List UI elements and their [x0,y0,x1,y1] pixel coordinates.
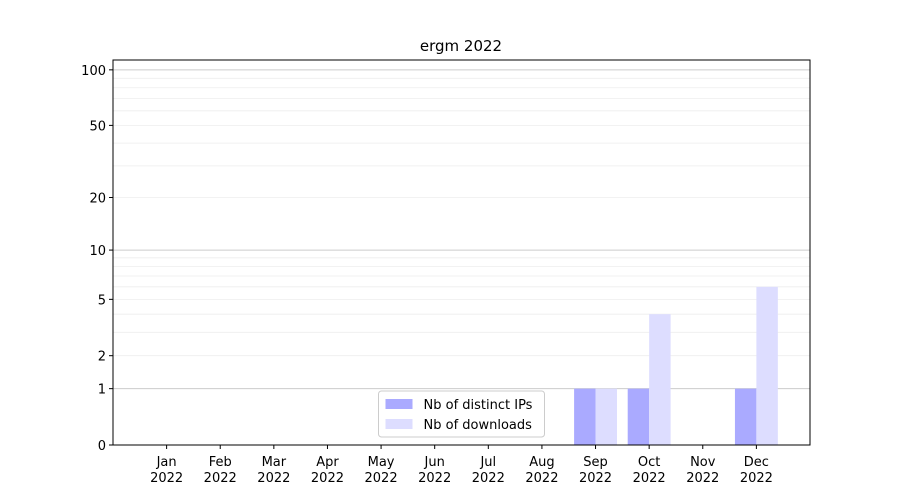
y-tick-label: 10 [89,244,106,259]
y-tick-label: 2 [98,350,106,365]
x-tick-label: Jun 2022 [418,455,451,486]
legend-label: Nb of downloads [424,418,533,433]
bar [649,314,671,445]
bar [574,388,596,445]
x-tick-label: Mar 2022 [257,455,290,486]
y-tick-label: 50 [89,119,106,134]
legend-swatch [385,399,413,409]
x-tick-label: Dec 2022 [740,455,773,486]
y-tick-label: 5 [98,293,106,308]
bar [734,388,757,445]
bar [627,388,650,445]
x-tick-label: Jul 2022 [472,455,505,486]
legend-label: Nb of distinct IPs [424,398,533,413]
legend: Nb of distinct IPs Nb of downloads [378,390,545,438]
x-tick-label: Nov 2022 [686,455,719,486]
y-tick-label: 1 [98,383,106,398]
y-tick-label: 20 [89,192,106,207]
x-tick-label: Oct 2022 [633,455,666,486]
x-tick-label: May 2022 [365,455,398,486]
plot-frame [112,59,811,446]
bar [595,388,617,445]
x-tick-label: Apr 2022 [311,455,344,486]
legend-frame [378,390,545,438]
x-tick-label: Feb 2022 [204,455,237,486]
chart-title: ergm 2022 [420,37,502,55]
y-tick-label: 0 [98,439,106,454]
x-tick-label: Sep 2022 [579,455,612,486]
x-tick-label: Aug 2022 [525,455,558,486]
legend-swatch [385,419,413,429]
x-tick-label: Jan 2022 [150,455,183,486]
y-tick-label: 100 [81,64,106,79]
bar [756,286,778,445]
